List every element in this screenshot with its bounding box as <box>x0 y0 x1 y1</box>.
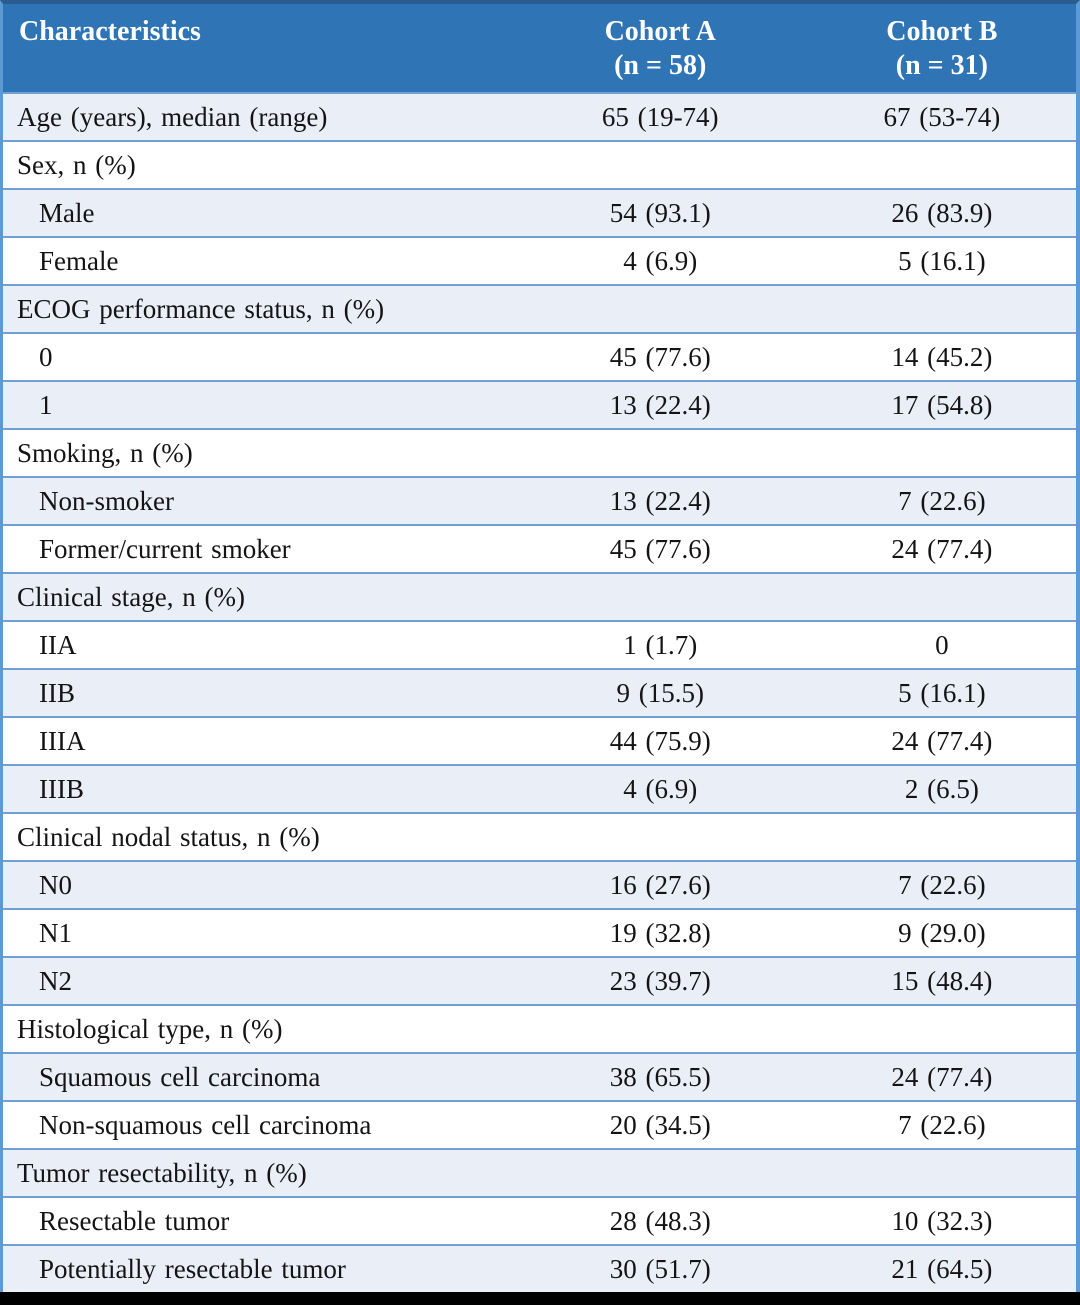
row-label: Former/current smoker <box>39 533 291 564</box>
cohort-a-value: 28 (48.3) <box>609 1205 711 1236</box>
cohort-b-value: 24 (77.4) <box>891 725 993 756</box>
table-row: Histological type, n (%) <box>3 1004 1076 1052</box>
table-row: Non-smoker 13 (22.4) 7 (22.6) <box>3 476 1076 524</box>
cohort-b-value: 24 (77.4) <box>891 1061 993 1092</box>
header-cohort-b-label: Cohort B <box>886 16 998 47</box>
row-label: Non-squamous cell carcinoma <box>39 1109 372 1140</box>
bottom-black-bar <box>0 1292 1080 1305</box>
cohort-b-value: 7 (22.6) <box>898 869 986 900</box>
table-row: N2 23 (39.7) 15 (48.4) <box>3 956 1076 1004</box>
cohort-a-value: 30 (51.7) <box>609 1253 711 1284</box>
row-label: IIIA <box>39 725 86 756</box>
row-label: N0 <box>39 869 72 900</box>
cohort-a-value: 38 (65.5) <box>609 1061 711 1092</box>
cohort-a-value: 9 (15.5) <box>616 677 704 708</box>
cohort-a-value: 20 (34.5) <box>609 1109 711 1140</box>
cohort-b-value: 7 (22.6) <box>898 485 986 516</box>
cohort-a-value: 45 (77.6) <box>609 341 711 372</box>
row-label: IIB <box>39 677 75 708</box>
table-body: Age (years), median (range) 65 (19-74) 6… <box>3 92 1076 1292</box>
row-label: N2 <box>39 965 72 996</box>
cohort-b-value: 15 (48.4) <box>891 965 993 996</box>
table-row: Resectable tumor 28 (48.3) 10 (32.3) <box>3 1196 1076 1244</box>
cohort-b-value: 21 (64.5) <box>891 1253 993 1284</box>
header-cohort-a: Cohort A (n = 58) <box>513 4 808 92</box>
cohort-a-value: 44 (75.9) <box>609 725 711 756</box>
cohort-a-value: 45 (77.6) <box>609 533 711 564</box>
row-label: 0 <box>39 341 53 372</box>
cohort-b-value: 24 (77.4) <box>891 533 993 564</box>
cohort-a-value: 4 (6.9) <box>623 245 698 276</box>
row-label: Clinical stage, n (%) <box>17 581 245 612</box>
header-cohort-b-n: (n = 31) <box>895 50 988 81</box>
header-cohort-b: Cohort B (n = 31) <box>808 4 1076 92</box>
cohort-b-value: 26 (83.9) <box>891 197 993 228</box>
header-cohort-a-label: Cohort A <box>604 16 716 47</box>
row-label: Squamous cell carcinoma <box>39 1061 321 1092</box>
table-row: Tumor resectability, n (%) <box>3 1148 1076 1196</box>
cohort-b-value: 5 (16.1) <box>898 245 986 276</box>
table-row: IIIB 4 (6.9) 2 (6.5) <box>3 764 1076 812</box>
table-header-row: Characteristics Cohort A (n = 58) Cohort… <box>3 4 1076 92</box>
row-label: Age (years), median (range) <box>17 101 328 132</box>
cohort-b-value: 7 (22.6) <box>898 1109 986 1140</box>
table-row: Squamous cell carcinoma 38 (65.5) 24 (77… <box>3 1052 1076 1100</box>
table-row: Clinical stage, n (%) <box>3 572 1076 620</box>
row-label: IIIB <box>39 773 84 804</box>
cohort-b-value: 5 (16.1) <box>898 677 986 708</box>
cohort-a-value: 1 (1.7) <box>623 629 698 660</box>
cohort-a-value: 65 (19-74) <box>601 101 719 132</box>
row-label: IIA <box>39 629 77 660</box>
row-label: Male <box>39 197 95 228</box>
row-label: Sex, n (%) <box>17 149 136 180</box>
cohort-b-value: 67 (53-74) <box>883 101 1001 132</box>
cohort-a-value: 54 (93.1) <box>609 197 711 228</box>
table-row: Female 4 (6.9) 5 (16.1) <box>3 236 1076 284</box>
row-label: 1 <box>39 389 53 420</box>
table-row: 1 13 (22.4) 17 (54.8) <box>3 380 1076 428</box>
table-row: IIIA 44 (75.9) 24 (77.4) <box>3 716 1076 764</box>
table-row: Potentially resectable tumor 30 (51.7) 2… <box>3 1244 1076 1292</box>
table-row: Clinical nodal status, n (%) <box>3 812 1076 860</box>
row-label: Histological type, n (%) <box>17 1013 283 1044</box>
header-cohort-a-n: (n = 58) <box>614 50 707 81</box>
cohort-a-value: 23 (39.7) <box>609 965 711 996</box>
row-label: N1 <box>39 917 72 948</box>
cohort-b-value: 0 <box>935 629 949 660</box>
row-label: Smoking, n (%) <box>17 437 193 468</box>
table-row: Smoking, n (%) <box>3 428 1076 476</box>
row-label: Tumor resectability, n (%) <box>17 1157 307 1188</box>
table-row: Age (years), median (range) 65 (19-74) 6… <box>3 92 1076 140</box>
cohort-b-value: 17 (54.8) <box>891 389 993 420</box>
cohort-b-value: 2 (6.5) <box>904 773 979 804</box>
cohort-b-value: 10 (32.3) <box>891 1205 993 1236</box>
table-row: IIA 1 (1.7) 0 <box>3 620 1076 668</box>
table-row: Former/current smoker 45 (77.6) 24 (77.4… <box>3 524 1076 572</box>
table-row: Male 54 (93.1) 26 (83.9) <box>3 188 1076 236</box>
cohort-a-value: 19 (32.8) <box>609 917 711 948</box>
row-label: ECOG performance status, n (%) <box>17 293 385 324</box>
row-label: Clinical nodal status, n (%) <box>17 821 320 852</box>
table-row: 0 45 (77.6) 14 (45.2) <box>3 332 1076 380</box>
header-characteristics: Characteristics <box>3 4 513 92</box>
header-characteristics-label: Characteristics <box>19 16 201 47</box>
cohort-b-value: 9 (29.0) <box>898 917 986 948</box>
cohort-a-value: 13 (22.4) <box>609 389 711 420</box>
table-row: Non-squamous cell carcinoma 20 (34.5) 7 … <box>3 1100 1076 1148</box>
table-row: ECOG performance status, n (%) <box>3 284 1076 332</box>
cohort-a-value: 16 (27.6) <box>609 869 711 900</box>
cohort-a-value: 13 (22.4) <box>609 485 711 516</box>
row-label: Potentially resectable tumor <box>39 1253 346 1284</box>
cohort-a-value: 4 (6.9) <box>623 773 698 804</box>
cohort-b-value: 14 (45.2) <box>891 341 993 372</box>
table-row: N0 16 (27.6) 7 (22.6) <box>3 860 1076 908</box>
table-row: N1 19 (32.8) 9 (29.0) <box>3 908 1076 956</box>
row-label: Non-smoker <box>39 485 174 516</box>
row-label: Female <box>39 245 119 276</box>
table-row: Sex, n (%) <box>3 140 1076 188</box>
table-row: IIB 9 (15.5) 5 (16.1) <box>3 668 1076 716</box>
row-label: Resectable tumor <box>39 1205 230 1236</box>
